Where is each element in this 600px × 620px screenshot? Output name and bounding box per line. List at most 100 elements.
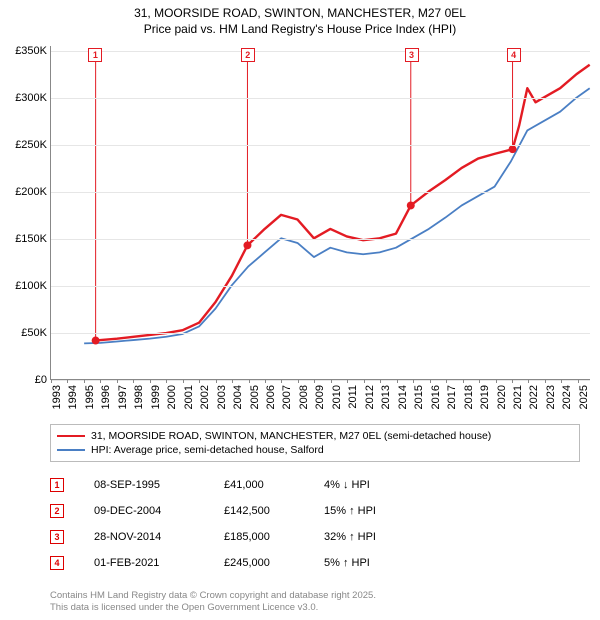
- x-axis-label: 2014: [397, 385, 409, 409]
- y-axis-label: £0: [35, 374, 47, 386]
- x-tick: [561, 379, 562, 383]
- title-line2: Price paid vs. HM Land Registry's House …: [0, 22, 600, 38]
- x-axis-label: 2001: [183, 385, 195, 409]
- x-tick: [183, 379, 184, 383]
- x-tick: [133, 379, 134, 383]
- sales-delta: 5% ↑ HPI: [324, 557, 444, 569]
- x-axis-label: 2005: [249, 385, 261, 409]
- x-axis-label: 2019: [479, 385, 491, 409]
- sales-price: £142,500: [224, 505, 324, 517]
- y-axis-label: £100K: [15, 280, 47, 292]
- chart-container: 31, MOORSIDE ROAD, SWINTON, MANCHESTER, …: [0, 0, 600, 620]
- x-axis-label: 2010: [331, 385, 343, 409]
- sales-delta: 15% ↑ HPI: [324, 505, 444, 517]
- x-axis-label: 2009: [314, 385, 326, 409]
- sales-row: 4 01-FEB-2021£245,0005% ↑ HPI: [50, 550, 444, 576]
- title-block: 31, MOORSIDE ROAD, SWINTON, MANCHESTER, …: [0, 0, 600, 37]
- sales-price: £41,000: [224, 479, 324, 491]
- x-tick: [347, 379, 348, 383]
- footer-line1: Contains HM Land Registry data © Crown c…: [50, 590, 376, 602]
- sales-delta: 32% ↑ HPI: [324, 531, 444, 543]
- y-axis-label: £150K: [15, 233, 47, 245]
- x-axis-label: 1994: [67, 385, 79, 409]
- sales-row: 209-DEC-2004£142,50015% ↑ HPI: [50, 498, 444, 524]
- x-tick: [463, 379, 464, 383]
- x-axis-label: 2024: [561, 385, 573, 409]
- y-gridline: [51, 98, 590, 99]
- sales-row: 108-SEP-1995£41,0004% ↓ HPI: [50, 472, 444, 498]
- x-tick: [496, 379, 497, 383]
- x-axis-label: 2011: [347, 385, 359, 409]
- sales-delta: 4% ↓ HPI: [324, 479, 444, 491]
- x-tick: [331, 379, 332, 383]
- chart-svg: [51, 46, 590, 379]
- x-axis-label: 2017: [446, 385, 458, 409]
- x-axis-label: 2018: [463, 385, 475, 409]
- x-axis-label: 1999: [150, 385, 162, 409]
- x-axis-label: 2003: [216, 385, 228, 409]
- x-axis-label: 2006: [265, 385, 277, 409]
- x-axis-label: 2022: [528, 385, 540, 409]
- x-axis-label: 2004: [232, 385, 244, 409]
- sales-price: £185,000: [224, 531, 324, 543]
- x-axis-label: 1997: [117, 385, 129, 409]
- x-tick: [67, 379, 68, 383]
- sales-date: 01-FEB-2021: [94, 557, 224, 569]
- footer-attribution: Contains HM Land Registry data © Crown c…: [50, 590, 376, 614]
- x-tick: [528, 379, 529, 383]
- title-line1: 31, MOORSIDE ROAD, SWINTON, MANCHESTER, …: [0, 6, 600, 22]
- y-axis-label: £300K: [15, 92, 47, 104]
- x-tick: [578, 379, 579, 383]
- y-gridline: [51, 286, 590, 287]
- y-gridline: [51, 192, 590, 193]
- legend-label: HPI: Average price, semi-detached house,…: [91, 444, 324, 456]
- x-tick: [397, 379, 398, 383]
- y-axis-label: £200K: [15, 186, 47, 198]
- x-tick: [298, 379, 299, 383]
- x-tick: [479, 379, 480, 383]
- sales-date: 28-NOV-2014: [94, 531, 224, 543]
- legend-swatch: [57, 435, 85, 437]
- sales-date: 08-SEP-1995: [94, 479, 224, 491]
- sales-row-marker: 2: [50, 504, 64, 518]
- x-axis-label: 2013: [380, 385, 392, 409]
- sales-price: £245,000: [224, 557, 324, 569]
- x-tick: [545, 379, 546, 383]
- x-tick: [430, 379, 431, 383]
- sale-marker-1: 1: [88, 48, 102, 62]
- x-tick: [232, 379, 233, 383]
- x-axis-label: 2016: [430, 385, 442, 409]
- x-axis-label: 2020: [496, 385, 508, 409]
- legend-swatch: [57, 449, 85, 451]
- series-line: [84, 88, 590, 343]
- x-tick: [380, 379, 381, 383]
- x-axis-label: 2002: [199, 385, 211, 409]
- x-axis-label: 2000: [166, 385, 178, 409]
- x-tick: [314, 379, 315, 383]
- legend-item: HPI: Average price, semi-detached house,…: [57, 443, 573, 457]
- legend-label: 31, MOORSIDE ROAD, SWINTON, MANCHESTER, …: [91, 430, 491, 442]
- x-axis-label: 2015: [413, 385, 425, 409]
- sale-marker-4: 4: [507, 48, 521, 62]
- x-tick: [281, 379, 282, 383]
- x-axis-label: 2008: [298, 385, 310, 409]
- chart-plot-area: £0£50K£100K£150K£200K£250K£300K£350K1993…: [50, 46, 590, 380]
- x-tick: [265, 379, 266, 383]
- x-tick: [51, 379, 52, 383]
- sales-row-marker: 3: [50, 530, 64, 544]
- x-axis-label: 2007: [281, 385, 293, 409]
- x-axis-label: 2021: [512, 385, 524, 409]
- y-axis-label: £250K: [15, 139, 47, 151]
- x-axis-label: 2025: [578, 385, 590, 409]
- x-tick: [150, 379, 151, 383]
- y-axis-label: £350K: [15, 45, 47, 57]
- sales-row-marker: 4: [50, 556, 64, 570]
- x-axis-label: 1995: [84, 385, 96, 409]
- x-tick: [512, 379, 513, 383]
- x-tick: [84, 379, 85, 383]
- sales-row: 3 28-NOV-2014£185,00032% ↑ HPI: [50, 524, 444, 550]
- y-gridline: [51, 333, 590, 334]
- x-tick: [117, 379, 118, 383]
- legend-item: 31, MOORSIDE ROAD, SWINTON, MANCHESTER, …: [57, 429, 573, 443]
- y-gridline: [51, 380, 590, 381]
